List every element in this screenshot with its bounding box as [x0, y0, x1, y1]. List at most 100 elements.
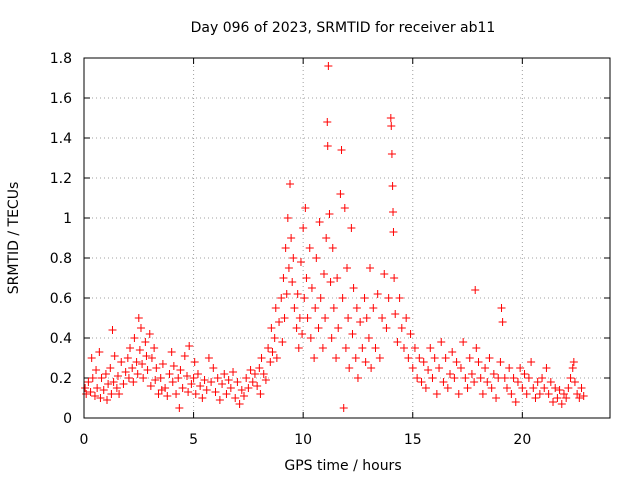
- data-point: [498, 318, 507, 326]
- data-point: [487, 384, 496, 392]
- data-point: [96, 394, 105, 402]
- data-point: [193, 370, 202, 378]
- data-point: [432, 390, 441, 398]
- data-point: [551, 384, 560, 392]
- data-point: [169, 362, 178, 370]
- data-point: [397, 324, 406, 332]
- data-point: [452, 358, 461, 366]
- data-point: [128, 364, 137, 372]
- data-point: [476, 374, 485, 382]
- data-point: [107, 390, 116, 398]
- data-point: [395, 294, 404, 302]
- data-point: [90, 392, 99, 400]
- data-point: [123, 354, 132, 362]
- data-point: [323, 118, 332, 126]
- data-point: [352, 304, 361, 312]
- data-point: [362, 314, 371, 322]
- x-tick-label: 0: [80, 432, 89, 448]
- data-point: [371, 344, 380, 352]
- data-point: [209, 364, 218, 372]
- data-point: [465, 354, 474, 362]
- data-point: [472, 344, 481, 352]
- data-point: [289, 254, 298, 262]
- data-point: [353, 374, 362, 382]
- data-point: [163, 392, 172, 400]
- data-point: [328, 244, 337, 252]
- data-point: [129, 378, 138, 386]
- data-point: [270, 334, 279, 342]
- data-point: [439, 378, 448, 386]
- data-point: [344, 314, 353, 322]
- data-point: [456, 364, 465, 372]
- data-point: [404, 354, 413, 362]
- data-point: [356, 318, 365, 326]
- data-point: [450, 374, 459, 382]
- data-point: [496, 358, 505, 366]
- data-point: [467, 370, 476, 378]
- data-point: [158, 360, 167, 368]
- data-point: [417, 378, 426, 386]
- data-point: [142, 352, 151, 360]
- data-point: [367, 364, 376, 372]
- data-point: [507, 390, 516, 398]
- data-point: [463, 384, 472, 392]
- data-point: [204, 354, 213, 362]
- data-point: [293, 290, 302, 298]
- x-tick-label: 10: [294, 432, 312, 448]
- y-tick-label: 0: [63, 411, 72, 427]
- data-point: [211, 388, 220, 396]
- data-point: [347, 224, 356, 232]
- data-point: [334, 324, 343, 332]
- data-point: [382, 324, 391, 332]
- data-point: [553, 394, 562, 402]
- data-point: [430, 354, 439, 362]
- data-point: [146, 382, 155, 390]
- data-point: [180, 352, 189, 360]
- data-point: [301, 204, 310, 212]
- data-point: [446, 370, 455, 378]
- data-point: [226, 384, 235, 392]
- data-point: [248, 378, 257, 386]
- data-point: [292, 324, 301, 332]
- data-point: [190, 358, 199, 366]
- data-point: [103, 396, 112, 404]
- data-point: [408, 364, 417, 372]
- data-point: [388, 182, 397, 190]
- data-point: [373, 290, 382, 298]
- data-point: [257, 354, 266, 362]
- data-point: [184, 388, 193, 396]
- data-point: [101, 370, 110, 378]
- data-point: [268, 348, 277, 356]
- data-point: [390, 274, 399, 282]
- data-point: [570, 378, 579, 386]
- data-point: [112, 384, 121, 392]
- data-point: [351, 354, 360, 362]
- plot-frame: [83, 57, 611, 419]
- data-point: [535, 390, 544, 398]
- data-point: [133, 370, 142, 378]
- data-point: [141, 338, 150, 346]
- data-point: [406, 330, 415, 338]
- data-point: [375, 354, 384, 362]
- data-point: [215, 396, 224, 404]
- data-point: [568, 364, 577, 372]
- data-point: [318, 344, 327, 352]
- data-point: [325, 210, 334, 218]
- data-point: [220, 370, 229, 378]
- data-point: [224, 376, 233, 384]
- data-point: [478, 390, 487, 398]
- data-point: [196, 382, 205, 390]
- data-point: [175, 404, 184, 412]
- data-point: [386, 114, 395, 122]
- y-tick-label: 0.6: [50, 291, 72, 307]
- data-point: [360, 294, 369, 302]
- data-point: [321, 314, 330, 322]
- data-point: [522, 390, 531, 398]
- data-point: [492, 394, 501, 402]
- data-point: [151, 376, 160, 384]
- data-point: [569, 358, 578, 366]
- data-point: [218, 380, 227, 388]
- x-axis-label: GPS time / hours: [284, 458, 401, 474]
- data-point: [233, 378, 242, 386]
- data-point: [415, 354, 424, 362]
